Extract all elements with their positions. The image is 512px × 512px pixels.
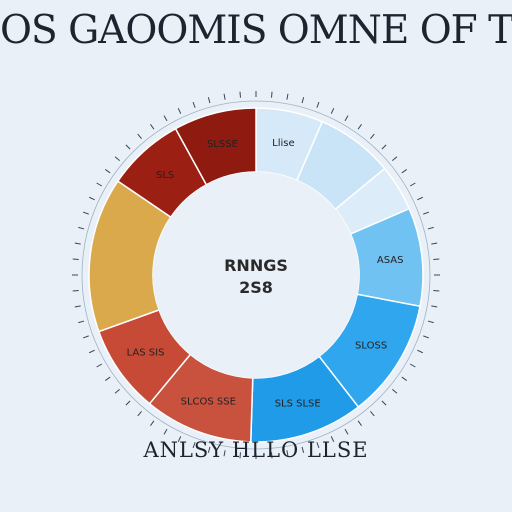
ring-tick-34: [74, 305, 81, 308]
ring-tick-11: [357, 420, 362, 427]
slice-label-0: Llise: [272, 138, 295, 149]
ring-tick-16: [286, 450, 289, 457]
ring-tick-3: [427, 320, 434, 324]
slice-label-4: SLOSS: [355, 341, 387, 352]
ring-tick-43: [104, 169, 111, 174]
slice-group: [88, 107, 424, 443]
slice-label-3: ASAS: [377, 255, 404, 266]
ring-tick-50: [192, 101, 196, 108]
ring-tick-9: [381, 400, 387, 406]
ring-tick-58: [316, 101, 320, 108]
slice-label-5: SLS SLSE: [275, 398, 321, 409]
ring-tick-61: [357, 123, 362, 130]
ring-tick-30: [96, 363, 103, 368]
ring-tick-69: [427, 226, 434, 230]
ring-tick-56: [286, 93, 289, 100]
ring-tick-25: [150, 420, 155, 427]
ring-tick-32: [82, 335, 89, 339]
ring-tick-31: [89, 349, 95, 354]
ring-tick-41: [89, 196, 95, 201]
ring-tick-24: [163, 428, 168, 435]
slice-label-7: LAS SIS: [127, 348, 165, 359]
ring-tick-4: [423, 335, 430, 339]
bottom-caption: ANLSY HLLO LLSE: [143, 438, 369, 462]
chart-title: OS GAOOMIS OMNE OF THE ADR OS 4OD: [0, 8, 512, 53]
ring-tick-39: [78, 226, 85, 230]
ring-tick-42: [96, 182, 103, 187]
ring-tick-5: [417, 349, 423, 354]
ring-tick-46: [137, 133, 142, 139]
ring-tick-2: [431, 305, 438, 308]
ring-tick-23: [177, 436, 182, 442]
ring-tick-71: [433, 258, 440, 260]
ring-tick-57: [301, 97, 305, 104]
ring-tick-44: [114, 156, 120, 161]
ring-tick-67: [417, 196, 423, 201]
ring-tick-26: [137, 411, 142, 417]
center-label-line1: RNNGS: [224, 256, 288, 275]
ring-tick-68: [423, 211, 430, 215]
ring-tick-21: [207, 446, 211, 453]
slice-label-group: Llise ASAS SLOSS SLS SLSE SLCOS SSE LAS SIS SL…: [127, 138, 404, 410]
ring-tick-45: [125, 144, 131, 150]
ring-tick-59: [330, 108, 335, 114]
ring-tick-33: [78, 320, 85, 324]
ring-tick-65: [401, 169, 408, 174]
ring-tick-7: [401, 376, 408, 381]
ring-tick-35: [72, 290, 79, 292]
slice-label-6: SLCOS SSE: [181, 396, 236, 407]
ring-tick-64: [392, 156, 398, 161]
ring-tick-17: [271, 452, 273, 459]
ring-tick-29: [104, 376, 111, 381]
ring-tick-51: [207, 97, 211, 104]
ring-tick-22: [192, 442, 196, 449]
ring-tick-40: [82, 211, 89, 215]
tick-ring: [72, 91, 440, 459]
ring-tick-12: [344, 428, 349, 435]
ring-tick-70: [431, 242, 438, 245]
outer-guide-ring: [81, 100, 431, 450]
ring-tick-63: [381, 144, 387, 150]
ring-tick-37: [72, 258, 79, 260]
donut-hole: [153, 172, 359, 378]
ring-tick-47: [150, 123, 155, 130]
ring-tick-15: [301, 446, 305, 453]
ring-tick-38: [74, 242, 81, 245]
ring-tick-14: [316, 442, 320, 449]
slice-label-10: SLSSE: [207, 139, 238, 150]
ring-tick-53: [239, 91, 241, 98]
ring-tick-55: [271, 91, 273, 98]
ring-tick-28: [114, 389, 120, 394]
ring-tick-60: [344, 115, 349, 122]
ring-tick-10: [370, 411, 375, 417]
ring-tick-6: [409, 363, 416, 368]
ring-tick-13: [330, 436, 335, 442]
ring-tick-52: [223, 93, 226, 100]
ring-tick-62: [370, 133, 375, 139]
ring-tick-48: [163, 115, 168, 122]
ring-tick-66: [409, 182, 416, 187]
ring-tick-49: [177, 108, 182, 114]
slice-label-9: SLS: [156, 170, 174, 181]
ring-tick-19: [239, 452, 241, 459]
ring-tick-27: [125, 400, 131, 406]
center-label-line2: 2S8: [239, 278, 273, 297]
ring-tick-20: [223, 450, 226, 457]
ring-tick-8: [392, 389, 398, 394]
ring-tick-1: [433, 290, 440, 292]
